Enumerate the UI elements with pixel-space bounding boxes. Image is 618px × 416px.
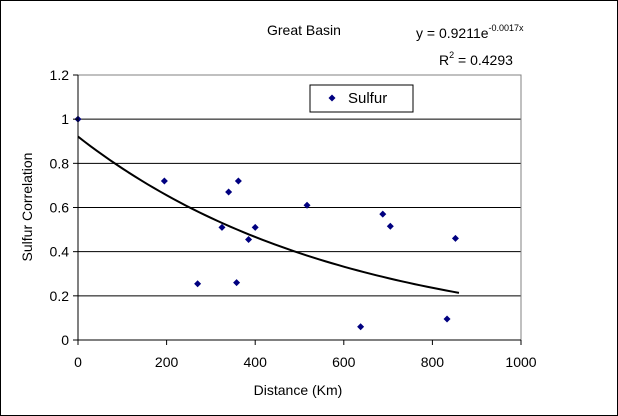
legend: Sulfur xyxy=(309,84,414,113)
x-tick-label: 600 xyxy=(332,354,356,370)
data-point xyxy=(451,234,459,242)
data-point xyxy=(379,210,387,218)
y-tick-label: 1 xyxy=(61,111,69,127)
y-tick-label: 0.2 xyxy=(50,288,70,304)
data-point xyxy=(357,323,365,331)
x-tick-label: 800 xyxy=(421,354,445,370)
y-axis-title: Sulfur Correlation xyxy=(19,153,35,262)
data-point xyxy=(233,279,241,287)
x-axis-title: Distance (Km) xyxy=(254,382,343,398)
trendline xyxy=(77,135,460,294)
data-point xyxy=(225,188,233,196)
data-point xyxy=(251,223,259,231)
data-point xyxy=(194,280,202,288)
legend-label-sulfur: Sulfur xyxy=(348,90,387,107)
data-point xyxy=(234,177,242,185)
x-tick-labels: 0 200 400 600 800 1000 xyxy=(74,354,537,370)
y-tick-labels: 0 0.2 0.4 0.6 0.8 1 1.2 xyxy=(50,67,70,348)
data-point xyxy=(303,201,311,209)
chart-title: Great Basin xyxy=(267,22,341,38)
trendline-equation: y = 0.9211e-0.0017x xyxy=(416,23,524,41)
data-point xyxy=(386,222,394,230)
legend-box xyxy=(309,84,414,113)
x-tick-label: 0 xyxy=(74,354,82,370)
y-tick-label: 0.4 xyxy=(50,244,70,260)
r-squared-label: R2 = 0.4293 xyxy=(439,50,513,68)
x-tick-label: 200 xyxy=(155,354,179,370)
x-tick-label: 1000 xyxy=(505,354,536,370)
data-point xyxy=(218,223,226,231)
y-tick-label: 0.6 xyxy=(50,200,70,216)
y-tick-label: 0.8 xyxy=(50,155,70,171)
data-point xyxy=(160,177,168,185)
y-tick-label: 0 xyxy=(61,332,69,348)
x-tick-label: 400 xyxy=(244,354,268,370)
gridlines xyxy=(78,74,521,297)
legend-diamond-icon xyxy=(328,94,336,102)
data-points xyxy=(74,115,459,331)
axes xyxy=(73,74,522,345)
data-point xyxy=(245,236,253,244)
y-tick-label: 1.2 xyxy=(50,67,70,83)
data-point xyxy=(443,315,451,323)
